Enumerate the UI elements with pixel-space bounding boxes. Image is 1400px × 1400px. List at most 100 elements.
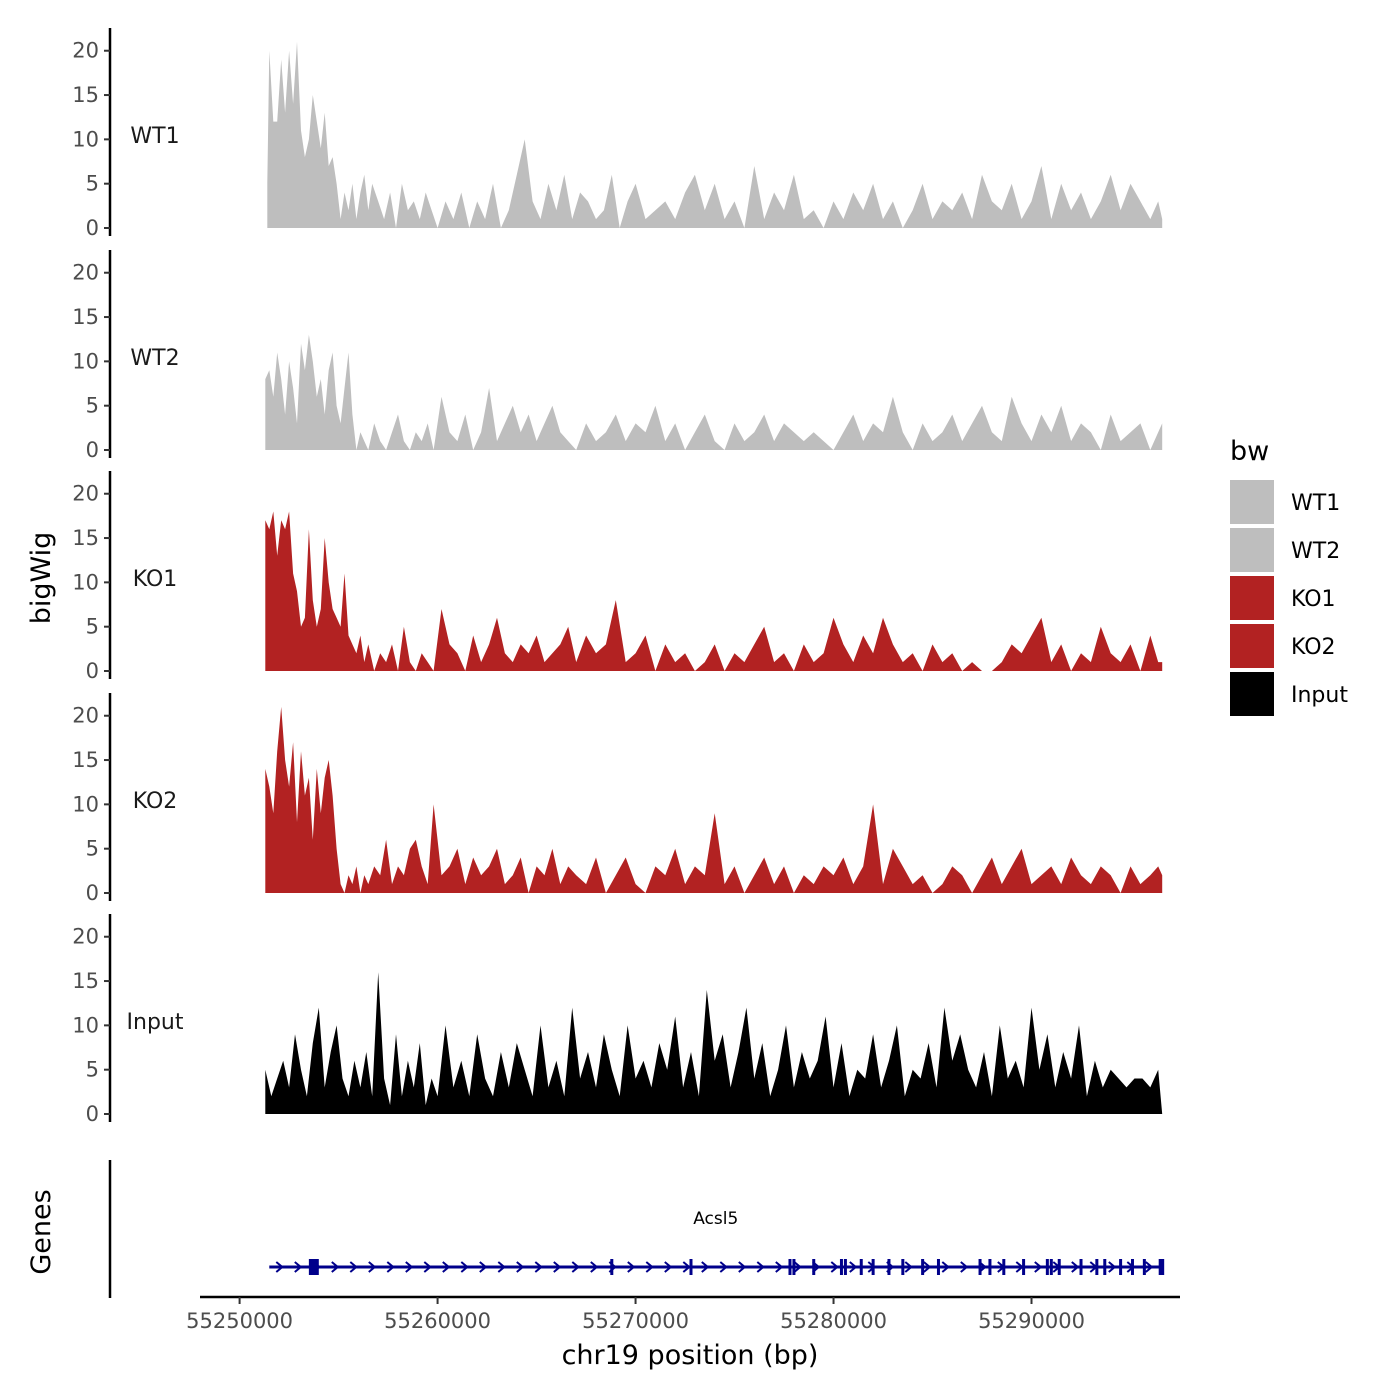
track-wt1: 0 5 10 15 20 WT1 <box>72 28 1163 240</box>
y-tick-label: 0 <box>86 659 99 683</box>
x-axis: 55250000 55260000 55270000 55280000 55290000 <box>186 1295 1180 1333</box>
y-tick-label: 5 <box>86 394 99 418</box>
gene-exon <box>859 1259 863 1275</box>
strand-arrow <box>386 1261 395 1273</box>
y-tick-label: 15 <box>72 83 99 107</box>
strand-arrow <box>442 1261 451 1273</box>
x-tick-label: 55290000 <box>978 1309 1085 1333</box>
gene-exon <box>308 1259 319 1275</box>
y-tick-label: 0 <box>86 438 99 462</box>
strand-arrow <box>405 1261 414 1273</box>
strand-arrow <box>830 1261 839 1273</box>
track-wt2: 0 5 10 15 20 WT2 <box>72 250 1163 462</box>
strand-arrow <box>1034 1261 1043 1273</box>
y-tick-label: 0 <box>86 881 99 905</box>
gene-exon <box>689 1259 693 1275</box>
gene-exon <box>1130 1259 1134 1275</box>
gene-exon <box>936 1259 940 1275</box>
strand-arrow <box>923 1261 932 1273</box>
x-axis-title: chr19 position (bp) <box>562 1340 819 1371</box>
coverage-area-wt2 <box>265 334 1163 450</box>
y-tick-label: 5 <box>86 172 99 196</box>
strand-arrow <box>960 1261 969 1273</box>
gene-exon <box>871 1259 875 1275</box>
track-label-input: Input <box>127 1010 184 1035</box>
y-tick-label: 20 <box>72 704 99 728</box>
track-ko2: 0 5 10 15 20 KO2 <box>72 693 1163 905</box>
gene-exon <box>901 1259 905 1275</box>
y-tick-label: 10 <box>72 127 99 151</box>
gene-exon <box>1045 1259 1049 1275</box>
strand-arrow <box>941 1261 950 1273</box>
y-tick-label: 15 <box>72 526 99 550</box>
strand-arrow <box>1145 1261 1154 1273</box>
gene-exon <box>1079 1259 1083 1275</box>
strand-arrow <box>368 1261 377 1273</box>
y-tick-label: 0 <box>86 1102 99 1126</box>
gene-name-label: Acsl5 <box>693 1209 738 1229</box>
y-tick-label: 10 <box>72 1013 99 1037</box>
legend-key-wt1 <box>1230 480 1274 524</box>
strand-arrow <box>534 1261 543 1273</box>
gene-exon <box>1049 1259 1053 1275</box>
y-tick-label: 15 <box>72 748 99 772</box>
strand-arrow <box>719 1261 728 1273</box>
strand-arrow <box>1071 1261 1080 1273</box>
strand-arrow <box>904 1261 913 1273</box>
gene-exon <box>988 1259 992 1275</box>
strand-arrow <box>516 1261 525 1273</box>
legend-key-ko1 <box>1230 576 1274 620</box>
y-tick-label: 5 <box>86 615 99 639</box>
gene-exon <box>1002 1259 1006 1275</box>
gene-exon <box>921 1259 925 1275</box>
strand-arrow <box>331 1261 340 1273</box>
strand-arrow <box>756 1261 765 1273</box>
strand-arrow <box>1108 1261 1117 1273</box>
gene-exon <box>839 1259 843 1275</box>
strand-arrow <box>497 1261 506 1273</box>
legend-label-input: Input <box>1291 683 1348 708</box>
y-tick-label: 5 <box>86 1058 99 1082</box>
legend-label-wt2: WT2 <box>1291 539 1340 564</box>
strand-arrow <box>571 1261 580 1273</box>
y-tick-label: 15 <box>72 969 99 993</box>
gene-exon <box>812 1259 816 1275</box>
strand-arrow <box>479 1261 488 1273</box>
y-tick-label: 10 <box>72 570 99 594</box>
strand-arrow <box>793 1261 802 1273</box>
gene-exon <box>1095 1259 1099 1275</box>
y-tick-label: 5 <box>86 837 99 861</box>
strand-arrow <box>275 1261 284 1273</box>
x-tick-label: 55280000 <box>780 1309 887 1333</box>
gene-layer: Acsl5 <box>108 1160 1165 1298</box>
legend-key-ko2 <box>1230 624 1274 668</box>
legend-title: bw <box>1230 436 1269 467</box>
y-tick-label: 10 <box>72 792 99 816</box>
x-tick-label: 55270000 <box>582 1309 689 1333</box>
y-tick-label: 15 <box>72 305 99 329</box>
y-axis-title: bigWig <box>26 532 57 625</box>
y-tick-label: 20 <box>72 925 99 949</box>
gene-panel-title: Genes <box>26 1189 57 1274</box>
gene-exon <box>1142 1259 1146 1275</box>
gene-exon <box>788 1259 792 1275</box>
legend: WT1 WT2 KO1 KO2 Input <box>1230 480 1348 716</box>
gene-exon <box>843 1259 847 1275</box>
track-label-ko1: KO1 <box>133 567 178 592</box>
gene-exon <box>610 1259 614 1275</box>
coverage-area-wt1 <box>267 41 1163 229</box>
gene-exon <box>1159 1259 1165 1275</box>
strand-arrow <box>294 1261 303 1273</box>
track-ko1: 0 5 10 15 20 KO1 <box>72 471 1163 683</box>
strand-arrow <box>423 1261 432 1273</box>
legend-label-ko2: KO2 <box>1291 635 1336 660</box>
strand-arrow <box>849 1261 858 1273</box>
strand-arrow <box>738 1261 747 1273</box>
strand-arrow <box>775 1261 784 1273</box>
strand-arrow <box>664 1261 673 1273</box>
coverage-area-ko1 <box>265 511 1163 671</box>
gene-exon <box>1119 1259 1123 1275</box>
y-tick-label: 20 <box>72 482 99 506</box>
x-tick-label: 55250000 <box>186 1309 293 1333</box>
